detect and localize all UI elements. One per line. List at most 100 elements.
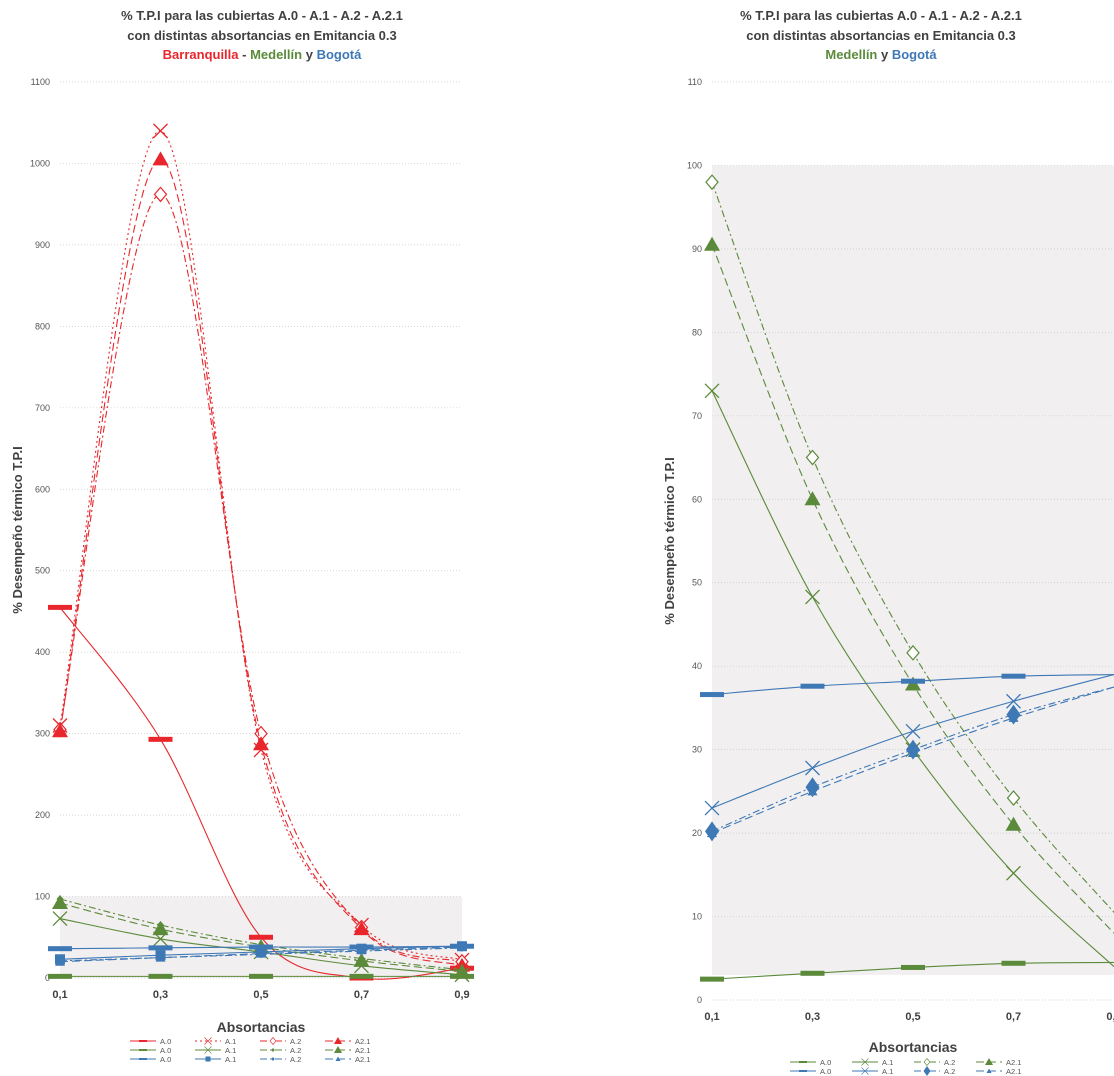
legend-marker	[139, 1058, 147, 1060]
legend-marker	[861, 1058, 869, 1066]
legend-marker	[923, 1058, 931, 1066]
data-point	[805, 449, 820, 466]
legend-marker	[204, 1046, 212, 1054]
x-tick-label: 0,9	[1106, 1011, 1114, 1023]
legend-label: A.1	[225, 1046, 236, 1055]
series-line	[59, 193, 463, 963]
x-axis-label: Absortancias	[869, 1039, 958, 1055]
chart-title-line2: con distintas absortancias en Emitancia …	[127, 28, 396, 43]
data-point	[148, 736, 173, 742]
legend-label: A.0	[160, 1037, 171, 1046]
data-point	[353, 952, 370, 967]
legend-label: A.1	[882, 1058, 893, 1067]
legend-marker-shape	[271, 1057, 275, 1061]
chart-1: 0 100 200 300 400 500 600 700 800 900 1000 1100 0,1 0…	[10, 8, 474, 1064]
legend-label: A.2	[290, 1037, 301, 1046]
data-point	[48, 973, 72, 979]
legend-marker-shape	[269, 1037, 277, 1045]
legend-label: A.0	[820, 1058, 831, 1067]
x-axis-label: Absortancias	[217, 1019, 306, 1035]
legend-marker	[269, 1037, 277, 1045]
legend-label: A2.1	[355, 1046, 370, 1055]
data-point	[704, 236, 720, 251]
legend-marker	[861, 1067, 869, 1075]
x-tick-label: 0,1	[52, 989, 67, 1001]
title-title-city3: Bogotá	[892, 47, 938, 62]
series-bogota-A21	[55, 942, 467, 966]
legend-label: A.0	[820, 1067, 831, 1076]
x-tick-label: 0,7	[1006, 1011, 1021, 1023]
y-tick-label: 70	[692, 411, 702, 421]
data-point	[807, 786, 818, 796]
data-point	[1006, 693, 1021, 709]
legend-marker	[985, 1058, 993, 1065]
data-point	[1005, 816, 1022, 831]
chart-title-line1: % T.P.I para las cubiertas A.0 - A.1 - A…	[740, 8, 1022, 23]
legend-label: A.1	[882, 1067, 893, 1076]
legend-label: A.1	[225, 1055, 236, 1064]
legend-marker	[139, 1049, 147, 1051]
data-point	[454, 963, 470, 978]
legend-marker-shape	[861, 1067, 869, 1075]
data-point	[906, 644, 920, 661]
data-point	[908, 747, 918, 757]
title-title-sep2: y	[877, 47, 891, 62]
series-barranquilla-A1	[52, 123, 470, 968]
data-point	[48, 946, 72, 952]
x-tick-label: 0,5	[905, 1011, 920, 1023]
y-tick-label: 100	[687, 160, 702, 170]
title-title-city3: Bogotá	[317, 47, 363, 62]
legend-marker	[335, 1056, 341, 1061]
data-point	[800, 683, 825, 689]
y-tick-label: 110	[688, 77, 702, 87]
chart-title-line2: con distintas absortancias en Emitancia …	[746, 28, 1015, 43]
legend-marker-shape	[334, 1046, 342, 1053]
x-tick-label: 0,9	[454, 989, 469, 1001]
legend-marker-shape	[334, 1037, 342, 1044]
data-point	[356, 945, 367, 955]
legend: A.0 A.1 A.2 A2.1 A.0 A.1 A.2 A2.1 A.0 A.1 A.2 A2.1	[130, 1037, 370, 1064]
series-medellin-A0	[700, 960, 1114, 982]
legend-marker-shape	[923, 1066, 931, 1076]
data-point	[353, 921, 370, 936]
y-tick-label: 0	[697, 995, 702, 1005]
y-axis-label: % Desempeño térmico T.P.I	[662, 457, 677, 624]
legend-marker-shape	[271, 1048, 275, 1052]
legend-marker-shape	[986, 1068, 992, 1073]
chart-title-line1: % T.P.I para las cubiertas A.0 - A.1 - A…	[121, 8, 403, 23]
legend: A.0 A.1 A.2 A2.1 A.0 A.1 A.2 A2.1	[790, 1058, 1021, 1076]
data-point	[901, 678, 925, 684]
x-tick-label: 0,3	[805, 1011, 820, 1023]
data-point	[152, 151, 169, 166]
legend-label: A.0	[160, 1046, 171, 1055]
data-point	[704, 383, 720, 399]
y-tick-label: 300	[35, 729, 50, 739]
legend-label: A.1	[225, 1037, 236, 1046]
data-point	[153, 123, 168, 139]
legend-marker-shape	[923, 1058, 931, 1066]
chart-2: 0 10 20 30 40 50 60 70 80 90 100 110 0,1 0,3 0,5 0,7 0,9…	[662, 8, 1114, 1076]
y-tick-label: 90	[692, 244, 702, 254]
y-tick-label: 50	[692, 578, 702, 588]
legend-marker-shape	[204, 1046, 212, 1054]
y-tick-label: 1100	[31, 77, 50, 87]
y-tick-label: 600	[35, 484, 50, 494]
series-medellin-A2	[705, 174, 1114, 913]
legend-marker	[139, 1040, 147, 1042]
legend-label: A.2	[944, 1067, 955, 1076]
data-point	[153, 186, 168, 203]
y-tick-label: 40	[692, 661, 702, 671]
legend-marker-shape	[205, 1056, 211, 1062]
title-title-city2: Medellín	[825, 47, 877, 62]
data-point	[707, 828, 717, 838]
data-point	[52, 911, 68, 926]
series-line	[711, 181, 1114, 913]
legend-label: A2.1	[1006, 1058, 1021, 1067]
data-point	[905, 723, 921, 739]
legend-marker	[271, 1048, 275, 1052]
series-line	[59, 946, 463, 963]
legend-label: A.2	[290, 1046, 301, 1055]
chart-title-line3: Barranquilla - Medellín y Bogotá	[163, 47, 362, 62]
legend-marker	[204, 1037, 212, 1045]
title-title-city2: Medellín	[250, 47, 302, 62]
